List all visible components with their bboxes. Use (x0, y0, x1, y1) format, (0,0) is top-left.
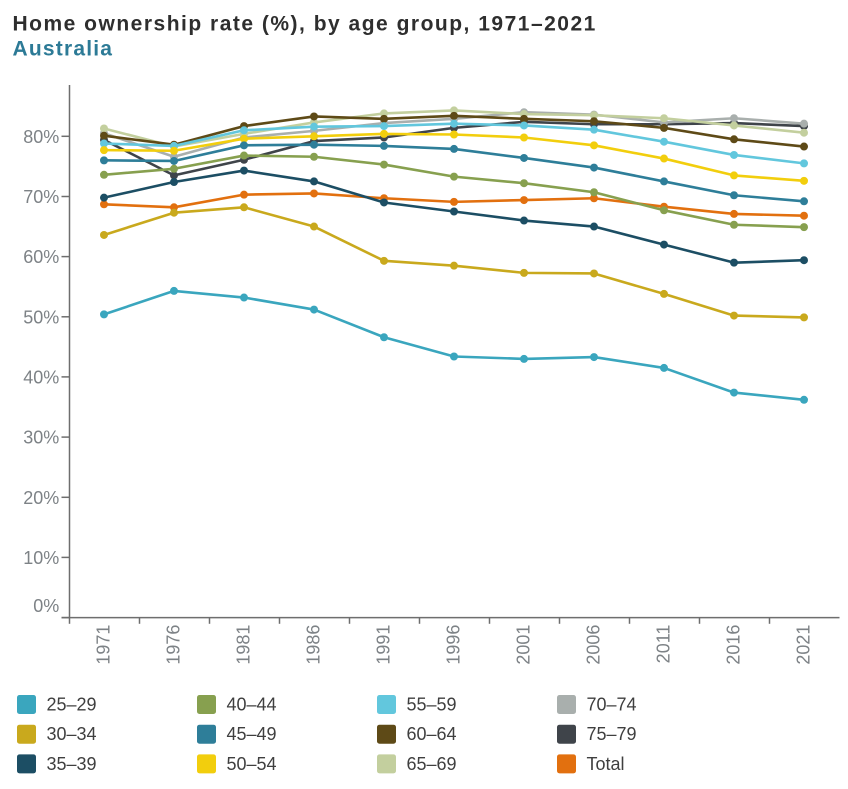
svg-text:1986: 1986 (304, 625, 324, 665)
svg-text:1971: 1971 (94, 625, 114, 665)
svg-text:0%: 0% (33, 596, 59, 616)
svg-text:Australia: Australia (13, 38, 114, 61)
svg-text:30%: 30% (23, 428, 59, 448)
svg-text:65–69: 65–69 (407, 754, 457, 774)
svg-text:70–74: 70–74 (587, 695, 637, 715)
svg-text:35–39: 35–39 (47, 754, 97, 774)
svg-text:40–44: 40–44 (227, 695, 277, 715)
svg-text:45–49: 45–49 (227, 724, 277, 744)
svg-text:1996: 1996 (444, 625, 464, 665)
svg-text:75–79: 75–79 (587, 724, 637, 744)
svg-text:40%: 40% (23, 367, 59, 387)
svg-text:55–59: 55–59 (407, 695, 457, 715)
svg-text:1991: 1991 (374, 625, 394, 665)
svg-text:30–34: 30–34 (47, 724, 97, 744)
svg-text:60%: 60% (23, 247, 59, 267)
svg-text:10%: 10% (23, 548, 59, 568)
svg-text:70%: 70% (23, 187, 59, 207)
svg-text:2021: 2021 (794, 625, 814, 665)
svg-text:2011: 2011 (654, 625, 674, 664)
svg-text:25–29: 25–29 (47, 695, 97, 715)
svg-text:20%: 20% (23, 488, 59, 508)
svg-text:Total: Total (587, 754, 625, 774)
svg-text:2006: 2006 (584, 625, 604, 665)
svg-text:50%: 50% (23, 307, 59, 327)
svg-text:80%: 80% (23, 127, 59, 147)
svg-text:2016: 2016 (724, 625, 744, 665)
svg-text:2001: 2001 (514, 625, 534, 665)
svg-text:Home ownership rate (%), by ag: Home ownership rate (%), by age group, 1… (13, 13, 597, 36)
svg-text:1981: 1981 (234, 625, 254, 665)
svg-text:60–64: 60–64 (407, 724, 457, 744)
svg-text:1976: 1976 (164, 625, 184, 665)
svg-text:50–54: 50–54 (227, 754, 277, 774)
